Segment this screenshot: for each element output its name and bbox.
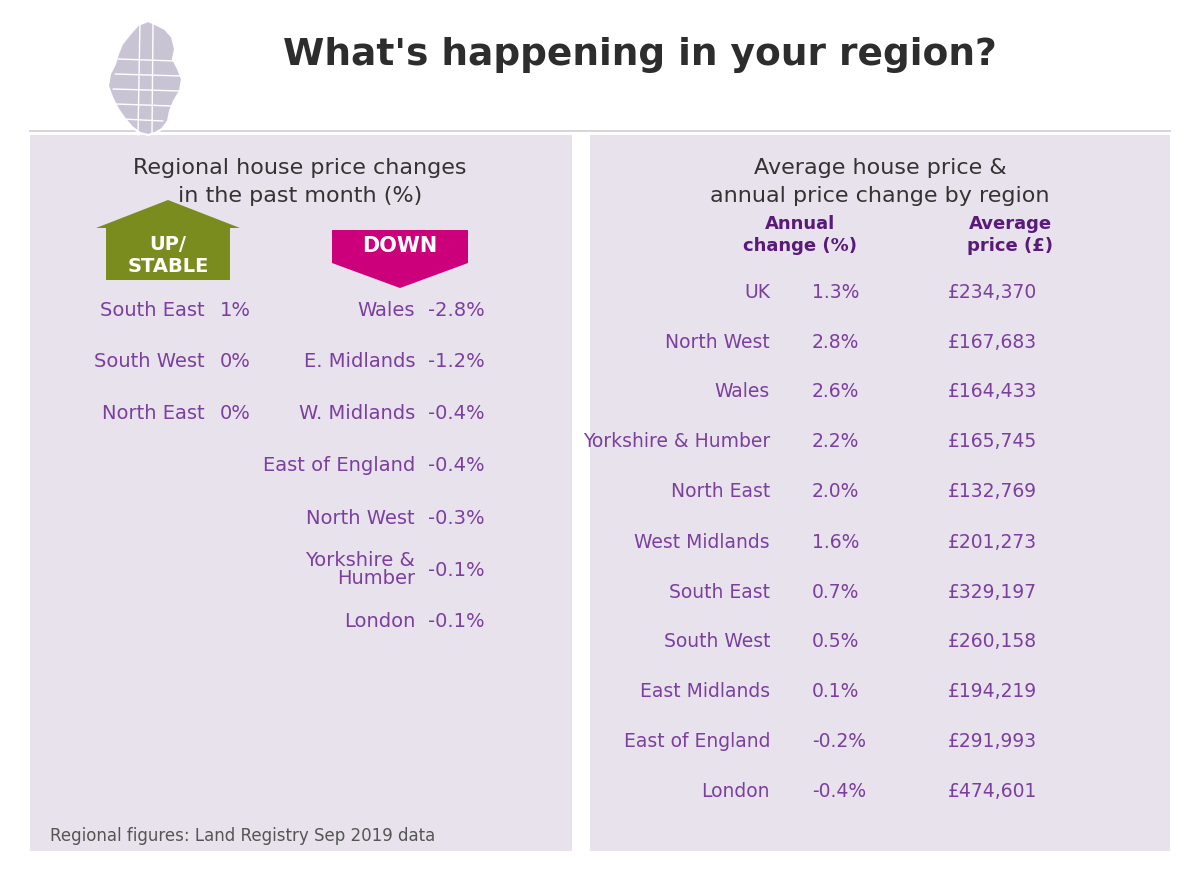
Text: London: London [343, 612, 415, 631]
Text: -0.3%: -0.3% [428, 507, 485, 527]
Text: North West: North West [306, 507, 415, 527]
Polygon shape [106, 229, 230, 281]
Text: £329,197: £329,197 [948, 582, 1037, 600]
Text: South West: South West [95, 352, 205, 371]
Text: -0.1%: -0.1% [428, 560, 485, 579]
Text: 0.7%: 0.7% [812, 582, 859, 600]
Text: £165,745: £165,745 [948, 432, 1037, 451]
Text: -0.2%: -0.2% [812, 732, 866, 751]
Text: £201,273: £201,273 [948, 532, 1037, 551]
Text: Average
price (£): Average price (£) [967, 215, 1054, 255]
Text: 0.1%: 0.1% [812, 681, 859, 700]
Text: 2.8%: 2.8% [812, 332, 859, 351]
Text: South East: South East [670, 582, 770, 600]
Text: Wales: Wales [358, 300, 415, 319]
Text: -0.1%: -0.1% [428, 612, 485, 631]
Text: STABLE: STABLE [127, 257, 209, 276]
Text: South East: South East [101, 300, 205, 319]
Text: North West: North West [665, 332, 770, 351]
Text: Regional house price changes
in the past month (%): Regional house price changes in the past… [133, 158, 467, 206]
Text: 1.6%: 1.6% [812, 532, 859, 551]
Text: 1%: 1% [220, 300, 251, 319]
Text: Yorkshire &: Yorkshire & [305, 551, 415, 570]
Text: £167,683: £167,683 [948, 332, 1037, 351]
Text: -0.4%: -0.4% [428, 404, 485, 423]
Polygon shape [332, 231, 468, 289]
Text: North East: North East [102, 404, 205, 423]
Text: W. Midlands: W. Midlands [299, 404, 415, 423]
Text: What's happening in your region?: What's happening in your region? [283, 37, 997, 73]
Text: 2.0%: 2.0% [812, 482, 859, 501]
FancyBboxPatch shape [30, 136, 572, 851]
Text: London: London [702, 781, 770, 800]
Text: £164,433: £164,433 [948, 382, 1037, 401]
Text: £234,370: £234,370 [948, 282, 1037, 302]
Text: Regional figures: Land Registry Sep 2019 data: Regional figures: Land Registry Sep 2019… [50, 826, 436, 844]
Text: Annual
change (%): Annual change (%) [743, 215, 857, 255]
Text: South West: South West [664, 632, 770, 651]
FancyBboxPatch shape [590, 136, 1170, 851]
Polygon shape [96, 201, 240, 229]
Text: £260,158: £260,158 [948, 632, 1037, 651]
Text: North East: North East [671, 482, 770, 501]
Text: Wales: Wales [715, 382, 770, 401]
Text: UP/: UP/ [150, 235, 186, 255]
Text: £194,219: £194,219 [948, 681, 1037, 700]
Text: £474,601: £474,601 [948, 781, 1037, 800]
Text: -1.2%: -1.2% [428, 352, 485, 371]
Text: 0%: 0% [220, 352, 251, 371]
Text: 2.6%: 2.6% [812, 382, 859, 401]
Text: -0.4%: -0.4% [428, 456, 485, 475]
Text: £291,993: £291,993 [948, 732, 1037, 751]
Polygon shape [108, 22, 182, 136]
Text: -0.4%: -0.4% [812, 781, 866, 800]
Text: E. Midlands: E. Midlands [304, 352, 415, 371]
Text: West Midlands: West Midlands [635, 532, 770, 551]
Text: 1.3%: 1.3% [812, 282, 859, 302]
Text: UK: UK [744, 282, 770, 302]
Text: 0.5%: 0.5% [812, 632, 859, 651]
Text: DOWN: DOWN [362, 235, 438, 255]
Text: 2.2%: 2.2% [812, 432, 859, 451]
Text: East of England: East of England [624, 732, 770, 751]
Text: £132,769: £132,769 [948, 482, 1037, 501]
Text: Yorkshire & Humber: Yorkshire & Humber [583, 432, 770, 451]
Text: East Midlands: East Midlands [640, 681, 770, 700]
Text: -2.8%: -2.8% [428, 300, 485, 319]
Text: East of England: East of England [263, 456, 415, 475]
Text: Average house price &
annual price change by region: Average house price & annual price chang… [710, 158, 1050, 206]
Text: Humber: Humber [337, 569, 415, 587]
Text: 0%: 0% [220, 404, 251, 423]
